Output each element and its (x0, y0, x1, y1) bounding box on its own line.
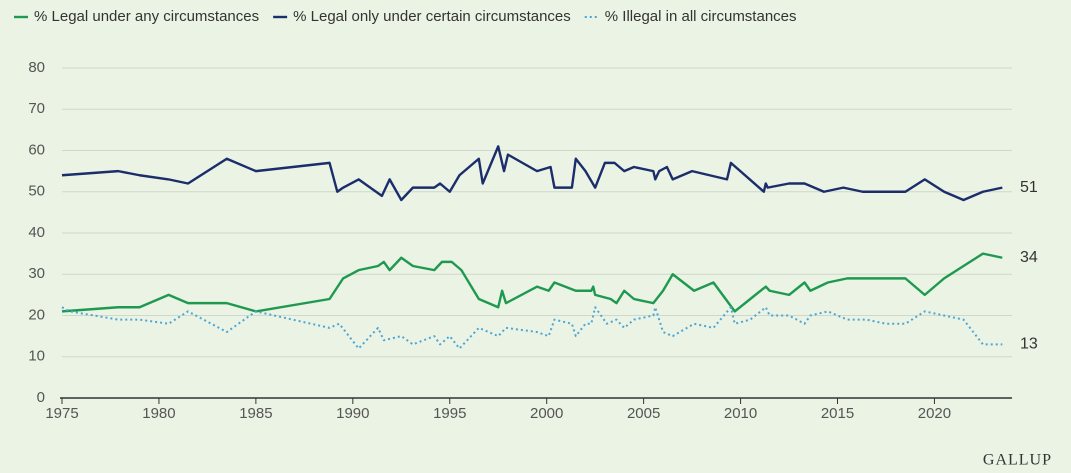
end-labels: 34 51 13 (1020, 179, 1038, 353)
x-tick-label: 2015 (821, 405, 854, 422)
x-tick-label: 1975 (45, 405, 78, 422)
y-tick-label: 0 (37, 389, 45, 406)
y-tick-label: 60 (28, 141, 45, 158)
x-tick-label: 1995 (433, 405, 466, 422)
y-tick-label: 50 (28, 183, 45, 200)
x-tick-label: 2020 (918, 405, 951, 422)
series-line (61, 252, 1003, 313)
x-tick-label: 1985 (239, 405, 272, 422)
y-tick-label: 20 (28, 306, 45, 323)
legend-label: % Illegal in all circumstances (605, 8, 797, 25)
brand: GALLUP (983, 452, 1052, 469)
grid (62, 67, 1012, 358)
y-tick-label: 30 (28, 265, 45, 282)
x-tick-label: 2005 (627, 405, 660, 422)
lines (61, 145, 1003, 350)
x-tick-label: 2000 (530, 405, 563, 422)
y-tick-label: 80 (28, 59, 45, 76)
y-tick-label: 40 (28, 224, 45, 241)
x-tick-label: 2010 (724, 405, 757, 422)
series-line (61, 145, 1003, 202)
x-tick-label: 1990 (336, 405, 369, 422)
end-label: 34 (1020, 249, 1038, 266)
legend-label: % Legal under any circumstances (34, 8, 259, 25)
end-label: 51 (1020, 179, 1038, 196)
series-line (61, 306, 1003, 350)
legend: % Legal under any circumstances % Legal o… (14, 8, 797, 25)
y-tick-label: 10 (28, 348, 45, 365)
x-tick-label: 1980 (142, 405, 175, 422)
legend-label: % Legal only under certain circumstances (293, 8, 571, 25)
end-label: 13 (1020, 336, 1038, 353)
y-tick-label: 70 (28, 100, 45, 117)
axes: 0 10 20 30 40 50 60 70 80 1975 1980 1985 1990 1995 200… (28, 59, 1012, 422)
